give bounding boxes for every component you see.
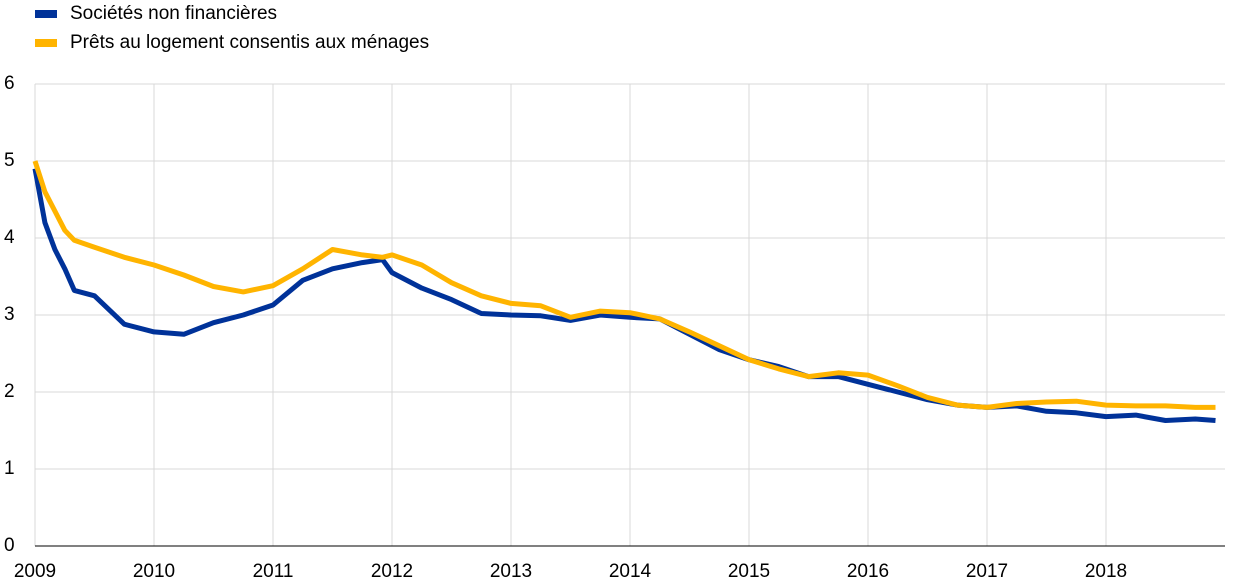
y-tick-label: 1 — [4, 458, 15, 479]
series-line — [32, 168, 1216, 423]
y-tick-label: 0 — [4, 535, 15, 556]
x-tick-label: 2009 — [14, 561, 56, 582]
x-tick-label: 2013 — [490, 561, 532, 582]
y-tick-label: 6 — [4, 73, 15, 94]
legend-label: Prêts au logement consentis aux ménages — [70, 32, 429, 53]
x-tick-label: 2011 — [253, 561, 294, 582]
x-tick-label: 2014 — [609, 561, 652, 582]
series-line — [32, 160, 1216, 410]
x-tick-label: 2016 — [847, 561, 889, 582]
y-tick-label: 2 — [4, 381, 15, 402]
x-tick-label: 2010 — [133, 561, 175, 582]
legend-swatch — [35, 10, 57, 18]
y-tick-label: 5 — [4, 150, 15, 171]
x-tick-label: 2012 — [371, 561, 413, 582]
y-tick-label: 4 — [4, 227, 15, 248]
x-tick-label: 2018 — [1085, 561, 1127, 582]
x-tick-label: 2017 — [966, 561, 1008, 582]
y-tick-label: 3 — [4, 304, 15, 325]
x-tick-label: 2015 — [728, 561, 770, 582]
legend-label: Sociétés non financières — [70, 3, 277, 24]
legend-swatch — [35, 39, 57, 47]
